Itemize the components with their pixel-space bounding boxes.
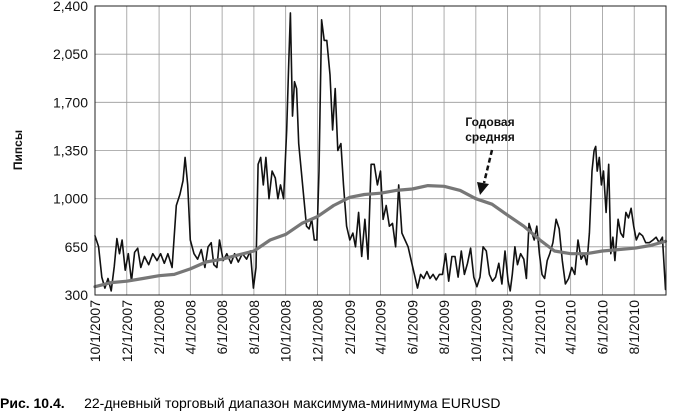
caption-label: Рис. 10.4. bbox=[0, 395, 65, 411]
x-tick-label: 6/1/2008 bbox=[214, 300, 230, 355]
plot-frame bbox=[94, 5, 667, 296]
y-tick-label: 1,350 bbox=[53, 143, 88, 159]
x-tick-label: 4/1/2008 bbox=[182, 300, 198, 355]
y-tick-label: 2,050 bbox=[53, 46, 88, 62]
x-tick-label: 12/1/2008 bbox=[309, 300, 325, 362]
figure-caption: Рис. 10.4. 22-дневный торговый диапазон … bbox=[0, 395, 673, 417]
annual-average-annotation: Годовая средняя bbox=[465, 115, 515, 195]
x-tick-label: 4/1/2010 bbox=[563, 300, 579, 355]
x-tick-label: 12/1/2009 bbox=[500, 300, 516, 362]
series-layer bbox=[93, 12, 668, 292]
x-tick-label: 6/1/2010 bbox=[594, 300, 610, 355]
y-axis-label: Пипсы bbox=[11, 130, 25, 170]
annotation-line-2: средняя bbox=[465, 130, 515, 144]
annotation-arrow-line bbox=[482, 149, 494, 184]
y-tick-label: 1,700 bbox=[53, 94, 88, 110]
annotation-line-1: Годовая bbox=[465, 115, 514, 129]
x-tick-label: 8/1/2009 bbox=[436, 300, 452, 355]
y-tick-labels: 2,400 2,050 1,700 1,350 1,000 650 300 bbox=[53, 0, 88, 303]
caption-spacer bbox=[69, 395, 81, 411]
y-tick-label: 300 bbox=[65, 287, 89, 303]
series-line-annual-average bbox=[93, 184, 668, 289]
caption-text: 22-дневный торговый диапазон максимума-м… bbox=[84, 395, 501, 411]
y-tick-label: 1,000 bbox=[53, 191, 88, 207]
y-tick-label: 650 bbox=[65, 239, 89, 255]
x-tick-label: 10/1/2009 bbox=[468, 300, 484, 362]
x-tick-label: 4/1/2009 bbox=[373, 300, 389, 355]
x-tick-label: 2/1/2009 bbox=[342, 300, 358, 355]
x-tick-label: 2/1/2008 bbox=[151, 300, 167, 355]
x-tick-labels: 10/1/2007 12/1/2007 2/1/2008 4/1/2008 6/1/20… bbox=[87, 300, 642, 363]
x-tick-label: 6/1/2009 bbox=[404, 300, 420, 355]
x-tick-label: 8/1/2008 bbox=[246, 300, 262, 355]
x-tick-label: 10/1/2007 bbox=[87, 300, 103, 362]
series-line-daily-range bbox=[94, 12, 667, 292]
x-tick-label: 10/1/2008 bbox=[278, 300, 294, 362]
annotation-arrowhead bbox=[477, 182, 489, 195]
eurusd-range-chart: 2,400 2,050 1,700 1,350 1,000 650 300 10/1/200… bbox=[11, 0, 668, 363]
x-tick-label: 8/1/2010 bbox=[626, 300, 642, 355]
x-tick-label: 12/1/2007 bbox=[119, 300, 135, 362]
x-tick-label: 2/1/2010 bbox=[532, 300, 548, 355]
y-tick-label: 2,400 bbox=[53, 0, 88, 14]
